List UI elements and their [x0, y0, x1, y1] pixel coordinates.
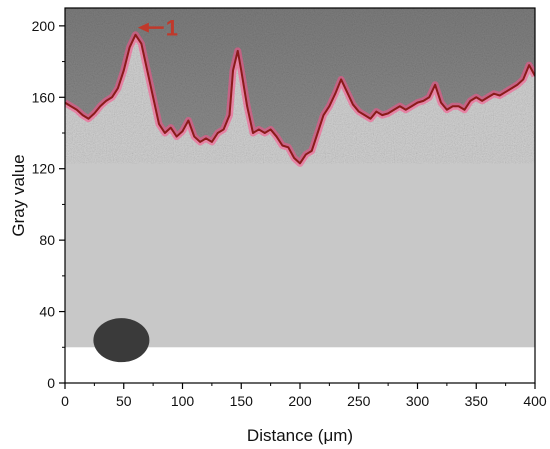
- annotation-label: 1: [166, 16, 178, 41]
- y-tick-label: 200: [32, 18, 56, 34]
- y-tick-label: 80: [39, 232, 55, 248]
- y-tick-label: 0: [47, 375, 55, 391]
- annotation-marker: 1: [137, 16, 178, 41]
- x-axis: 0 50 100 150 200 250 300 350 400: [61, 383, 547, 409]
- x-tick-label: 400: [523, 393, 547, 409]
- series-line-gray-value: [65, 33, 535, 165]
- x-tick-label: 350: [465, 393, 489, 409]
- dark-particle: [93, 318, 150, 363]
- x-tick-label: 0: [61, 393, 69, 409]
- x-axis-title: Distance (μm): [247, 426, 353, 445]
- x-tick-label: 100: [171, 393, 195, 409]
- x-tick-label: 200: [288, 393, 312, 409]
- sem-micrograph-background: [65, 8, 535, 363]
- annotation-arrowhead: [137, 22, 149, 33]
- x-tick-label: 250: [347, 393, 371, 409]
- x-tick-label: 300: [406, 393, 430, 409]
- y-axis: 0 40 80 120 160 200: [32, 18, 65, 391]
- y-tick-label: 160: [32, 89, 56, 105]
- x-tick-label: 150: [230, 393, 254, 409]
- x-tick-label: 50: [116, 393, 132, 409]
- y-tick-label: 120: [32, 161, 56, 177]
- y-tick-label: 40: [39, 304, 55, 320]
- y-axis-title: Gray value: [9, 154, 28, 236]
